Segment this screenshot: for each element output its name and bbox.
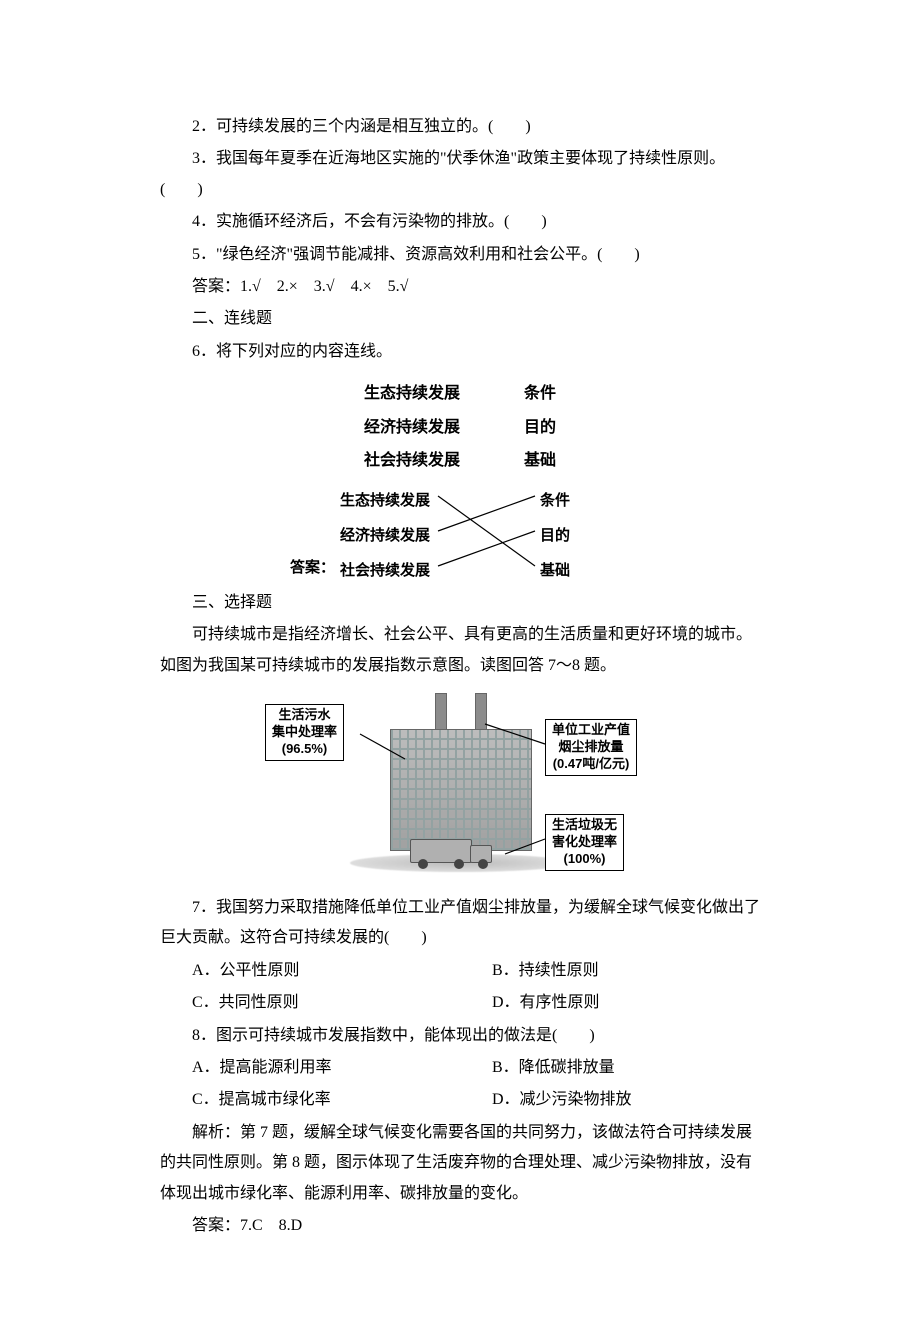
question-7-stem: 7．我国努力采取措施降低单位工业产值烟尘排放量，为缓解全球气候变化做出了巨大贡献…	[160, 893, 760, 954]
chimney-2	[475, 693, 487, 733]
q7-B: B．持续性原则	[460, 956, 760, 986]
section-3-intro: 可持续城市是指经济增长、社会公平、具有更高的生活质量和更好环境的城市。如图为我国…	[160, 620, 760, 681]
match-right-0: 条件	[524, 385, 556, 402]
explanation-78: 解析：第 7 题，缓解全球气候变化需要各国的共同努力，该做法符合可持续发展的共同…	[160, 1118, 760, 1209]
q8-C: C．提高城市绿化率	[160, 1085, 460, 1115]
truck-icon	[410, 839, 500, 869]
callout-sewage: 生活污水 集中处理率 (96.5%)	[265, 704, 344, 761]
matching-answer-diagram: 答案： 生态持续发展 经济持续发展 社会持续发展 条件 目的 基础	[330, 482, 590, 582]
question-4: 4．实施循环经济后，不会有污染物的排放。( )	[160, 207, 760, 237]
match-left-1: 经济持续发展	[364, 419, 460, 436]
matching-answer-prefix: 答案：	[290, 554, 335, 583]
sewage-l1: 生活污水	[272, 707, 337, 724]
waste-l1: 生活垃圾无	[552, 817, 617, 834]
q7-D: D．有序性原则	[460, 988, 760, 1018]
smoke-l3: (0.47吨/亿元)	[552, 756, 630, 773]
match-left-2: 社会持续发展	[364, 452, 460, 469]
section-2-title: 二、连线题	[160, 304, 760, 334]
q7-A: A．公平性原则	[160, 956, 460, 986]
q8-A: A．提高能源利用率	[160, 1053, 460, 1083]
building-icon	[390, 729, 532, 851]
judgement-answer: 答案：1.√ 2.× 3.√ 4.× 5.√	[160, 272, 760, 302]
smoke-l1: 单位工业产值	[552, 722, 630, 739]
answer-78: 答案：7.C 8.D	[160, 1211, 760, 1241]
waste-l2: 害化处理率	[552, 834, 617, 851]
match-right-2: 基础	[524, 452, 556, 469]
section-3-title: 三、选择题	[160, 588, 760, 618]
chimney-1	[435, 693, 447, 733]
matching-diagram: 生态持续发展 条件 经济持续发展 目的 社会持续发展 基础 答案： 生态持续发展…	[160, 377, 760, 582]
callout-waste: 生活垃圾无 害化处理率 (100%)	[545, 814, 624, 871]
question-8-stem: 8．图示可持续城市发展指数中，能体现出的做法是( )	[160, 1021, 760, 1051]
match-left-0: 生态持续发展	[364, 385, 460, 402]
matching-lines-svg	[330, 482, 590, 582]
question-3: 3．我国每年夏季在近海地区实施的"伏季休渔"政策主要体现了持续性原则。( )	[160, 144, 760, 205]
question-6: 6．将下列对应的内容连线。	[160, 337, 760, 367]
q7-row2: C．共同性原则 D．有序性原则	[160, 988, 760, 1018]
q8-row1: A．提高能源利用率 B．降低碳排放量	[160, 1053, 760, 1083]
q8-D: D．减少污染物排放	[460, 1085, 760, 1115]
question-2: 2．可持续发展的三个内涵是相互独立的。( )	[160, 112, 760, 142]
sewage-l3: (96.5%)	[272, 741, 337, 758]
callout-smoke: 单位工业产值 烟尘排放量 (0.47吨/亿元)	[545, 719, 637, 776]
q7-C: C．共同性原则	[160, 988, 460, 1018]
document-page: 2．可持续发展的三个内涵是相互独立的。( ) 3．我国每年夏季在近海地区实施的"…	[0, 0, 920, 1323]
match-right-1: 目的	[524, 419, 556, 436]
q8-row2: C．提高城市绿化率 D．减少污染物排放	[160, 1085, 760, 1115]
waste-l3: (100%)	[552, 851, 617, 868]
question-5: 5．"绿色经济"强调节能减排、资源高效利用和社会公平。( )	[160, 240, 760, 270]
q7-row1: A．公平性原则 B．持续性原则	[160, 956, 760, 986]
sewage-l2: 集中处理率	[272, 724, 337, 741]
q8-B: B．降低碳排放量	[460, 1053, 760, 1083]
city-figure: 生活污水 集中处理率 (96.5%) 单位工业产值 烟尘排放量 (0.47吨/亿…	[260, 689, 660, 889]
smoke-l2: 烟尘排放量	[552, 739, 630, 756]
